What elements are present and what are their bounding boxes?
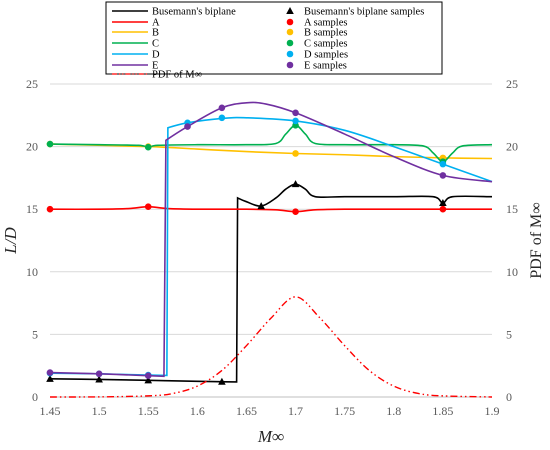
sample-point-a-samples <box>144 203 152 210</box>
y-axis-ticks: 0 5 10 15 20 25 <box>26 77 38 404</box>
y-tick-label: 5 <box>32 327 38 341</box>
legend-swatch-b-samples <box>286 28 294 36</box>
sample-point-busemann-s-biplane-samples <box>257 202 265 210</box>
x-tick-label: 1.85 <box>432 404 453 418</box>
axis-titles: M∞ L/D PDF of M∞ <box>1 202 545 446</box>
y2-tick-label: 15 <box>506 202 518 216</box>
plot-area <box>46 101 493 398</box>
series-line-pdf-of-m <box>49 296 493 398</box>
x-tick-label: 1.5 <box>92 404 107 418</box>
sample-point-e-samples <box>95 370 103 378</box>
legend-swatch-d-samples <box>286 50 294 58</box>
legend-label-d: D <box>152 50 160 61</box>
sample-point-a-samples <box>439 205 447 213</box>
x-tick-label: 1.9 <box>485 404 500 418</box>
sample-point-busemann-s-biplane-samples <box>439 198 447 206</box>
y2-tick-label: 10 <box>506 265 518 279</box>
sample-point-d-samples <box>439 160 447 168</box>
sample-point-c-samples <box>144 143 152 151</box>
legend-swatch-e-samples <box>286 61 294 69</box>
sample-point-busemann-s-biplane-samples <box>95 375 103 383</box>
legend-label-e-samples: E samples <box>304 61 347 72</box>
legend-label-a: A <box>152 18 160 29</box>
y-tick-label: 20 <box>26 140 38 154</box>
y-tick-label: 15 <box>26 202 38 216</box>
x-axis-title: M∞ <box>257 427 284 446</box>
sample-point-c-samples <box>46 140 54 148</box>
series-line-busemann-s-biplane <box>49 183 493 383</box>
chart-grid <box>50 83 492 398</box>
legend-swatch-a-samples <box>286 18 294 26</box>
x-tick-label: 1.6 <box>190 404 205 418</box>
y-tick-label: 25 <box>26 77 38 91</box>
y2-tick-label: 20 <box>506 140 518 154</box>
x-tick-label: 1.75 <box>334 404 355 418</box>
y-axis-title: L/D <box>1 227 20 255</box>
sample-point-e-samples <box>46 369 54 376</box>
legend-swatch-busemann-s-biplane-samples <box>286 7 294 14</box>
legend-label-c-samples: C samples <box>304 39 347 50</box>
sample-point-busemann-s-biplane-samples <box>46 374 54 382</box>
sample-point-d-samples <box>292 117 299 125</box>
sample-point-a-samples <box>46 205 54 213</box>
x-tick-label: 1.8 <box>386 404 401 418</box>
legend-label-e: E <box>152 61 158 72</box>
legend-label-busemann-s-biplane: Busemann's biplane <box>152 7 236 18</box>
legend-swatch-c-samples <box>286 39 294 47</box>
y-tick-label: 10 <box>26 265 38 279</box>
y2-tick-label: 5 <box>506 327 512 341</box>
y-tick-label: 0 <box>32 390 38 404</box>
legend-label-pdf-of-m: PDF of M∞ <box>152 70 202 81</box>
series-line-a <box>49 205 492 213</box>
y2-tick-label: 25 <box>506 77 518 91</box>
y2-tick-label: 0 <box>506 390 512 404</box>
sample-point-e-samples <box>439 172 447 179</box>
x-tick-label: 1.55 <box>138 404 159 418</box>
x-tick-label: 1.7 <box>288 404 303 418</box>
sample-point-e-samples <box>218 104 226 112</box>
y2-axis-ticks: 0 5 10 15 20 25 <box>506 77 518 404</box>
y2-axis-title: PDF of M∞ <box>528 202 545 278</box>
sample-point-e-samples <box>292 109 299 117</box>
legend-label-busemann-s-biplane-samples: Busemann's biplane samples <box>304 7 424 18</box>
legend-label-b: B <box>152 28 159 39</box>
legend-label-b-samples: B samples <box>304 28 347 39</box>
legend-label-a-samples: A samples <box>304 18 347 29</box>
sample-point-busemann-s-biplane-samples <box>291 180 300 188</box>
sample-point-b-samples <box>292 150 299 157</box>
sample-point-a-samples <box>292 208 299 216</box>
legend-label-c: C <box>152 39 159 50</box>
sample-point-busemann-s-biplane-samples <box>218 377 226 385</box>
sample-point-d-samples <box>218 114 226 122</box>
sample-point-e-samples <box>184 123 191 130</box>
series-line-d <box>49 116 493 377</box>
x-axis-ticks: 1.45 1.5 1.55 1.6 1.65 1.7 1.75 1.8 1.85 1.9 <box>40 404 500 418</box>
sample-point-e-samples <box>144 372 152 380</box>
sample-point-busemann-s-biplane-samples <box>144 376 153 384</box>
series-line-c <box>49 124 493 163</box>
x-tick-label: 1.65 <box>236 404 257 418</box>
x-tick-label: 1.45 <box>40 404 61 418</box>
legend-label-d-samples: D samples <box>304 50 348 61</box>
